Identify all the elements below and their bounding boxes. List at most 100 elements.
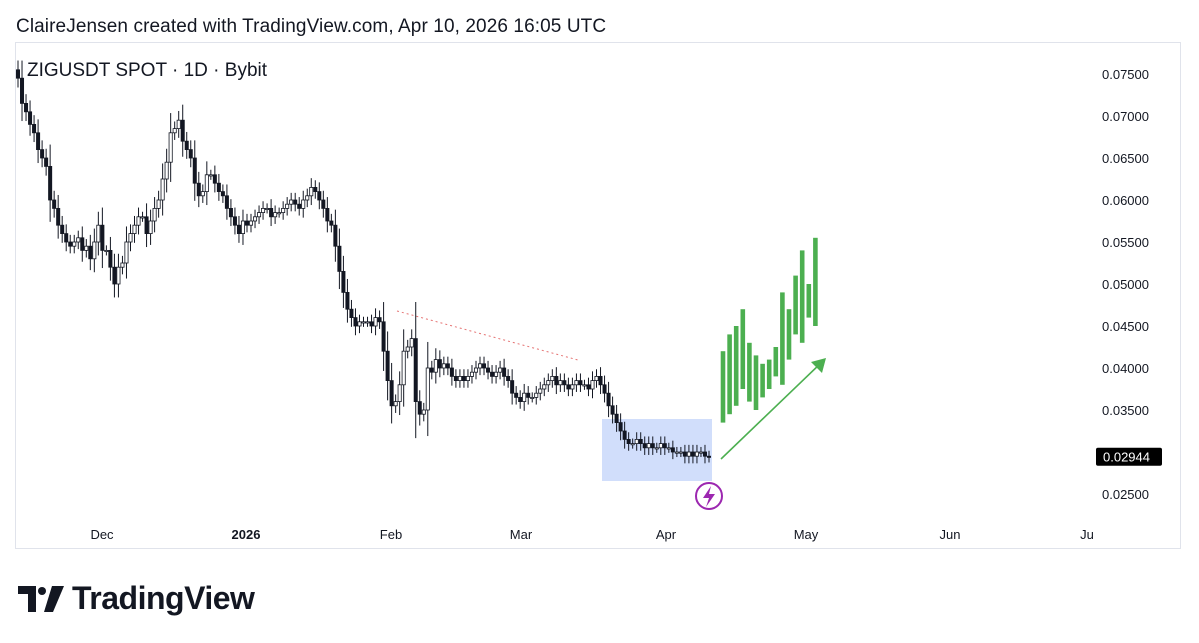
candle-body xyxy=(277,212,282,215)
candle-body xyxy=(104,249,109,252)
projection-bar xyxy=(773,347,779,377)
candle-body xyxy=(321,199,326,209)
candle-body xyxy=(92,241,97,260)
candle-body xyxy=(526,392,531,398)
candle-body xyxy=(510,380,515,394)
candle-body xyxy=(20,77,25,104)
candle-body xyxy=(590,380,595,390)
candle-body xyxy=(397,384,402,402)
candle-body xyxy=(686,451,691,457)
candle-body xyxy=(594,375,599,381)
candle-body xyxy=(297,203,302,209)
candle-body xyxy=(325,207,330,222)
candle-body xyxy=(698,451,703,454)
candle-body xyxy=(48,165,53,201)
candle-body xyxy=(654,447,659,450)
candle-body xyxy=(228,207,233,218)
candle-body xyxy=(562,380,567,386)
candle-body xyxy=(441,363,446,369)
y-axis-tick-label: 0.03500 xyxy=(1102,403,1149,418)
projection-bar xyxy=(786,309,792,360)
candle-body xyxy=(317,191,322,201)
candle-body xyxy=(293,199,298,205)
candle-body xyxy=(690,451,695,457)
candle-body xyxy=(670,447,675,453)
candle-body xyxy=(124,241,129,264)
current-price-label: 0.02944 xyxy=(1103,450,1150,465)
candle-body xyxy=(522,392,527,403)
candle-body xyxy=(357,321,362,327)
trendline[interactable] xyxy=(396,310,579,361)
candle-body xyxy=(542,384,547,390)
projection-bar xyxy=(766,359,772,389)
candle-body xyxy=(80,237,85,251)
candle-body xyxy=(96,224,101,243)
candle-body xyxy=(598,375,603,386)
candle-body xyxy=(140,216,145,219)
candle-body xyxy=(381,321,386,352)
y-axis-tick-label: 0.05000 xyxy=(1102,277,1149,292)
candle-body xyxy=(413,338,418,403)
candle-body xyxy=(702,451,707,457)
y-axis-tick-label: 0.02500 xyxy=(1102,487,1149,502)
candle-body xyxy=(606,392,611,407)
candle-body xyxy=(164,161,169,180)
candle-body xyxy=(156,199,161,209)
candle-body xyxy=(24,103,29,113)
projection-arrow[interactable] xyxy=(720,361,823,460)
candle-body xyxy=(566,384,571,390)
projection-bar xyxy=(720,351,726,423)
candle-body xyxy=(68,241,73,247)
candle-body xyxy=(76,237,81,243)
candle-body xyxy=(706,455,712,458)
chart-attribution: ClaireJensen created with TradingView.co… xyxy=(16,16,607,37)
candle-body xyxy=(64,233,69,243)
candle-body xyxy=(160,178,165,201)
candle-body xyxy=(401,350,406,386)
candle-body xyxy=(457,375,462,381)
candle-body xyxy=(313,186,318,192)
candle-body xyxy=(208,174,213,177)
candle-body xyxy=(506,375,511,381)
candle-body xyxy=(634,438,639,444)
candle-body xyxy=(429,367,434,373)
candle-body xyxy=(578,380,583,386)
candle-body xyxy=(36,132,41,151)
candle-body xyxy=(682,451,687,457)
candle-body xyxy=(405,346,410,352)
candle-body xyxy=(449,367,454,377)
candle-body xyxy=(409,338,414,348)
candle-body xyxy=(546,380,551,386)
candle-body xyxy=(582,384,587,387)
candle-body xyxy=(52,199,57,209)
candle-body xyxy=(204,174,209,193)
candle-body xyxy=(461,375,466,381)
candle-body xyxy=(538,388,543,394)
projection-bar xyxy=(799,250,805,343)
candle-body xyxy=(658,443,663,449)
candle-body xyxy=(72,241,77,247)
candle-body xyxy=(200,191,205,197)
symbol-label[interactable]: ZIGUSDT SPOT · 1D · Bybit xyxy=(27,60,268,81)
candle-body xyxy=(618,422,623,432)
projection-bar xyxy=(813,237,818,326)
candle-body xyxy=(638,438,643,444)
candle-body xyxy=(224,195,229,209)
projection-bar xyxy=(806,284,812,318)
candle-body xyxy=(445,363,450,369)
candle-body xyxy=(345,291,350,310)
candle-body xyxy=(602,384,607,394)
x-axis-tick-label: Mar xyxy=(510,527,533,542)
chart-frame xyxy=(15,42,1181,549)
candle-body xyxy=(196,182,201,197)
candle-body xyxy=(674,451,679,454)
y-axis-tick-label: 0.06500 xyxy=(1102,151,1149,166)
lightning-icon xyxy=(703,486,715,507)
y-axis-tick-label: 0.07500 xyxy=(1102,67,1149,82)
candle-body xyxy=(353,317,358,327)
tradingview-logo[interactable]: TradingView xyxy=(18,580,255,617)
tradingview-logo-text: TradingView xyxy=(72,580,255,616)
candle-body xyxy=(433,359,438,373)
candle-body xyxy=(253,216,258,222)
